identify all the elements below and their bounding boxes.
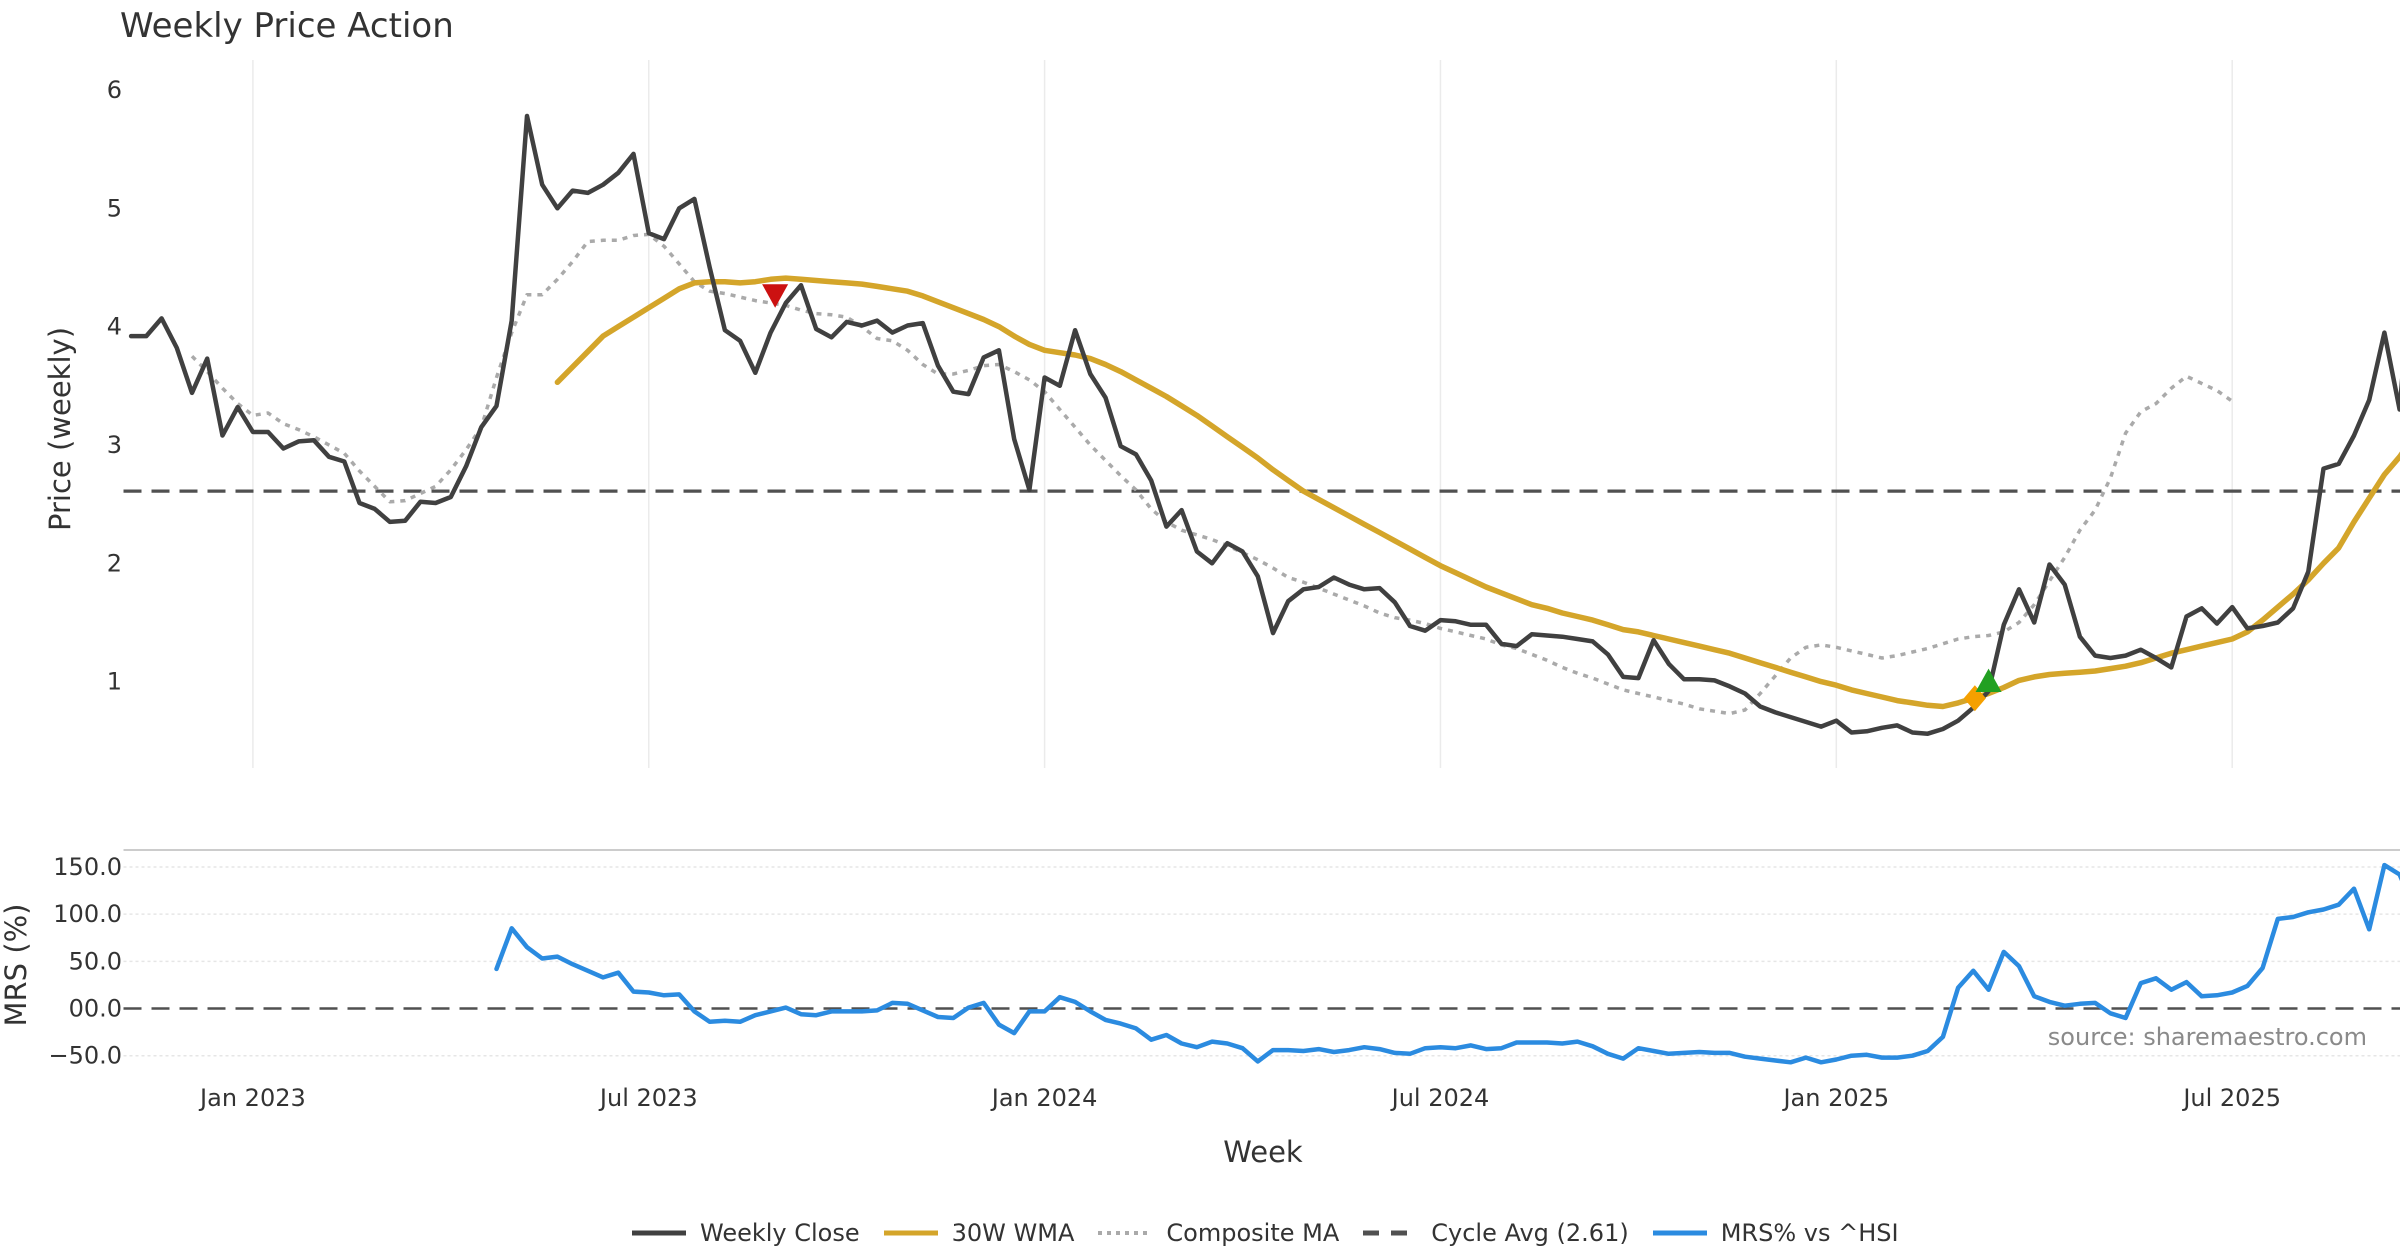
legend-label: 30W WMA	[951, 1219, 1075, 1247]
legend-swatch	[1363, 1230, 1418, 1236]
legend-item: MRS% vs ^HSI	[1651, 1219, 1899, 1247]
mrs-line	[494, 862, 2400, 1065]
legend-swatch	[1652, 1230, 1707, 1236]
x-tick-label: Jan 2023	[198, 1084, 306, 1112]
legend-label: MRS% vs ^HSI	[1720, 1219, 1899, 1247]
wma-30w-line	[554, 275, 2400, 710]
price-y-tick-label: 6	[107, 76, 122, 104]
legend-label: Cycle Avg (2.61)	[1431, 1219, 1629, 1247]
x-tick-label: Jan 2025	[1781, 1084, 1889, 1112]
price-y-tick-label: 1	[107, 668, 122, 696]
price-y-tick-label: 3	[107, 431, 122, 459]
x-tick-label: Jul 2023	[598, 1084, 698, 1112]
legend-item: Composite MA	[1096, 1219, 1339, 1247]
x-tick-label: Jul 2024	[1390, 1084, 1490, 1112]
source-note: source: sharemaestro.com	[2048, 1023, 2367, 1051]
mrs-y-axis-title: MRS (%)	[0, 904, 33, 1027]
legend-swatch	[632, 1230, 686, 1236]
chart-title: Weekly Price Action	[120, 6, 454, 46]
composite-ma-line	[190, 232, 2234, 716]
price-y-tick-label: 5	[107, 194, 122, 222]
chart-legend: Weekly Close 30W WMA Composite MA Cycle Avg…	[630, 1213, 1921, 1253]
x-axis-title: Week	[1223, 1135, 1303, 1169]
x-tick-label: Jan 2024	[990, 1084, 1098, 1112]
legend-label: Composite MA	[1166, 1219, 1340, 1247]
mrs-y-tick-label: 00.0	[69, 995, 122, 1023]
legend-swatch	[1098, 1231, 1153, 1235]
mrs-y-tick-label: −50.0	[48, 1042, 122, 1070]
legend-item: 30W WMA	[882, 1219, 1075, 1247]
buy-signal-marker	[1975, 668, 2002, 693]
legend-item: Weekly Close	[630, 1219, 860, 1247]
mrs-y-tick-label: 150.0	[53, 853, 122, 881]
legend-swatch	[883, 1230, 938, 1236]
price-y-tick-label: 2	[107, 549, 122, 577]
legend-item: Cycle Avg (2.61)	[1361, 1219, 1629, 1247]
weekly-close-line	[128, 113, 2400, 736]
price-y-axis-title: Price (weekly)	[43, 327, 77, 531]
legend-label: Weekly Close	[700, 1219, 860, 1247]
mrs-y-tick-label: 50.0	[69, 947, 122, 975]
mrs-y-tick-label: 100.0	[53, 900, 122, 928]
sell-signal-marker	[762, 284, 789, 308]
x-tick-label: Jul 2025	[2181, 1084, 2281, 1112]
price-y-tick-label: 4	[107, 313, 122, 341]
